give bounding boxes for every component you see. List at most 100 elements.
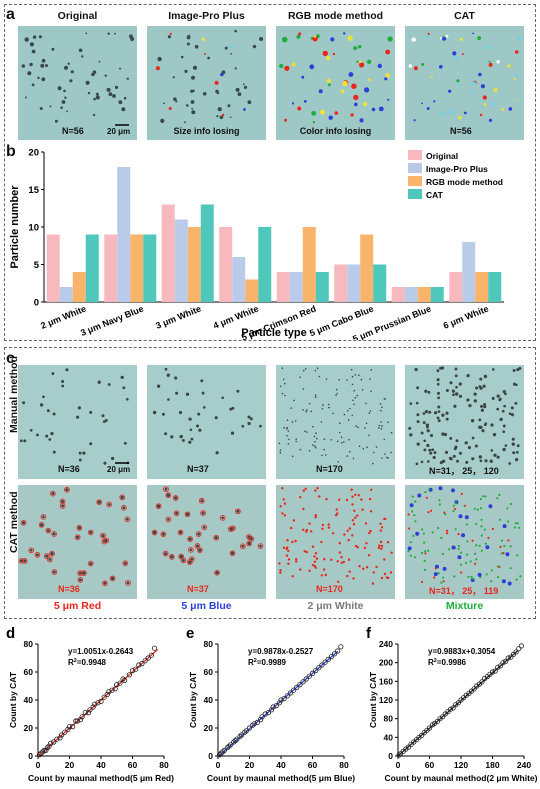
particle (380, 409, 382, 412)
particle (427, 511, 430, 514)
bar-1-2 (174, 219, 188, 302)
particle (515, 451, 519, 454)
panel-label: d (6, 625, 15, 642)
particle (420, 460, 424, 464)
particle (380, 421, 382, 423)
particle (112, 94, 116, 98)
particle (332, 52, 336, 56)
bar-1-4 (289, 272, 303, 302)
particle (52, 450, 56, 454)
particle (413, 514, 416, 517)
particle (497, 576, 500, 579)
image-title-1: Image-Pro Plus (168, 10, 245, 22)
particle (54, 119, 58, 123)
particle (161, 532, 165, 536)
particle (107, 32, 110, 35)
data-point (242, 729, 248, 735)
data-point (38, 750, 44, 756)
particle (424, 389, 428, 393)
particle (21, 64, 25, 68)
particle (456, 79, 460, 83)
particle (315, 432, 317, 434)
particle (198, 548, 202, 552)
particle (378, 424, 381, 427)
particle (473, 392, 477, 396)
particle (343, 413, 346, 416)
particle (323, 438, 326, 440)
particle (322, 568, 326, 571)
particle (185, 392, 190, 396)
x-tick-label: 40 (96, 760, 106, 770)
data-point (278, 697, 284, 703)
data-point (259, 714, 265, 720)
particle (200, 499, 204, 503)
particle (229, 45, 232, 48)
bar-1-5 (347, 264, 361, 302)
y-tick-label: 20 (28, 148, 39, 159)
data-point (117, 680, 123, 686)
particle (433, 451, 437, 455)
particle (512, 382, 516, 386)
particle (164, 487, 168, 491)
particle (38, 35, 42, 39)
data-point (325, 656, 331, 663)
data-point (133, 666, 139, 672)
particle (320, 574, 324, 577)
particle (259, 37, 264, 41)
legend-label-1: Image-Pro Plus (426, 164, 488, 174)
data-point (471, 686, 477, 692)
particle (411, 510, 414, 513)
particle (452, 510, 455, 513)
particle (381, 406, 383, 409)
particle (39, 107, 43, 110)
particle (243, 108, 246, 111)
particle (293, 399, 295, 402)
particle (64, 96, 67, 99)
bar-1-6 (404, 287, 418, 302)
data-point (328, 653, 334, 660)
particle (474, 444, 478, 448)
particle (352, 577, 355, 580)
x-tick-label: 60 (308, 760, 318, 770)
particle (352, 523, 356, 526)
particle (514, 50, 519, 54)
particle (364, 522, 368, 525)
data-point (335, 648, 341, 654)
particle (178, 410, 183, 415)
particle (175, 100, 178, 103)
particle (161, 412, 165, 416)
particle (52, 532, 56, 536)
particle (360, 498, 363, 501)
micrograph-c-1-0 (18, 485, 137, 599)
particle (51, 492, 55, 496)
particle (285, 428, 288, 430)
particle (471, 457, 475, 461)
x-tick-label: 60 (128, 760, 138, 770)
x-tick-label: 180 (485, 760, 499, 770)
particle (507, 539, 510, 542)
bar-1-0 (59, 287, 73, 302)
particle (279, 451, 282, 454)
particle (304, 368, 307, 370)
particle (89, 410, 93, 414)
particle (123, 561, 127, 565)
particle (468, 403, 472, 408)
data-point (145, 655, 151, 661)
particle (318, 89, 323, 94)
particle (458, 451, 462, 455)
particle (415, 401, 419, 405)
particle (484, 542, 487, 545)
bar-0-0 (46, 234, 60, 302)
particle (152, 530, 157, 535)
particle (483, 423, 487, 427)
particle (498, 493, 501, 496)
particle (381, 425, 383, 427)
particle (286, 419, 289, 421)
particle (67, 62, 70, 65)
data-point (426, 725, 433, 731)
particle (409, 402, 413, 405)
particle (348, 527, 352, 530)
data-point (513, 649, 519, 655)
particle (478, 418, 482, 422)
